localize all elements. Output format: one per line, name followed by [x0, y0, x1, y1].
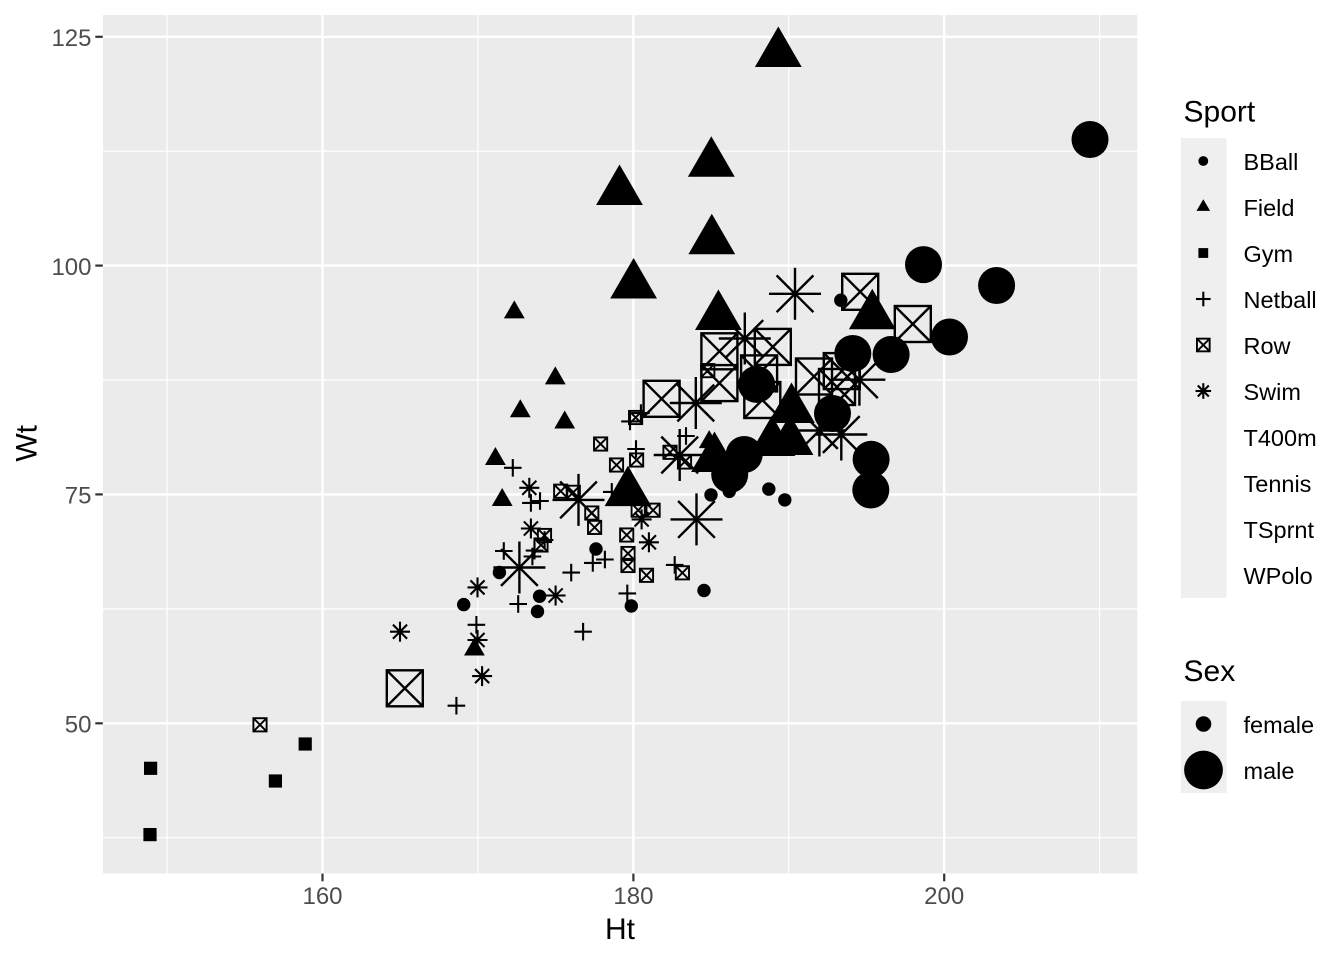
svg-text:75: 75	[65, 483, 92, 510]
svg-text:125: 125	[51, 25, 91, 52]
svg-text:Netball: Netball	[1244, 287, 1317, 313]
svg-text:Swim: Swim	[1244, 379, 1301, 405]
svg-text:Field: Field	[1244, 195, 1295, 221]
svg-text:Sport: Sport	[1184, 96, 1256, 129]
svg-text:Tennis: Tennis	[1244, 471, 1312, 497]
svg-text:TSprnt: TSprnt	[1244, 517, 1315, 543]
svg-text:100: 100	[51, 254, 91, 281]
svg-text:50: 50	[65, 712, 92, 739]
svg-text:180: 180	[613, 883, 653, 910]
svg-text:BBall: BBall	[1244, 149, 1299, 175]
svg-text:160: 160	[302, 883, 342, 910]
svg-text:Gym: Gym	[1244, 241, 1294, 267]
svg-text:T400m: T400m	[1244, 425, 1317, 451]
svg-text:200: 200	[924, 883, 964, 910]
svg-text:WPolo: WPolo	[1244, 563, 1313, 589]
svg-text:Row: Row	[1244, 333, 1292, 359]
svg-text:female: female	[1244, 712, 1315, 738]
svg-text:Sex: Sex	[1184, 655, 1236, 688]
svg-text:male: male	[1244, 758, 1295, 784]
svg-text:Wt: Wt	[11, 424, 44, 461]
svg-text:Ht: Ht	[605, 913, 636, 946]
